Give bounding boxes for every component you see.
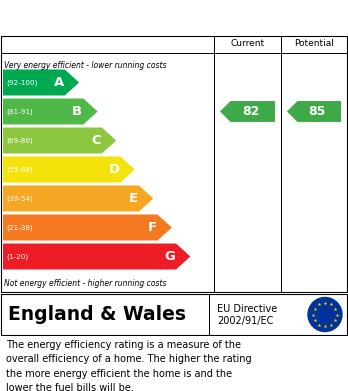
Polygon shape bbox=[3, 215, 172, 240]
Polygon shape bbox=[3, 156, 135, 183]
Text: Current: Current bbox=[230, 39, 264, 48]
Text: (21-38): (21-38) bbox=[6, 224, 33, 231]
Polygon shape bbox=[3, 185, 153, 212]
Polygon shape bbox=[3, 99, 98, 124]
Text: Energy Efficiency Rating: Energy Efficiency Rating bbox=[9, 10, 230, 25]
Text: (81-91): (81-91) bbox=[6, 108, 33, 115]
Text: (39-54): (39-54) bbox=[6, 195, 33, 202]
Text: EU Directive: EU Directive bbox=[217, 304, 277, 314]
Polygon shape bbox=[287, 101, 341, 122]
Text: (55-68): (55-68) bbox=[6, 166, 33, 173]
Text: G: G bbox=[164, 250, 175, 263]
Text: D: D bbox=[108, 163, 119, 176]
Text: England & Wales: England & Wales bbox=[8, 305, 186, 324]
Text: Very energy efficient - lower running costs: Very energy efficient - lower running co… bbox=[4, 61, 166, 70]
Polygon shape bbox=[3, 244, 190, 269]
Text: C: C bbox=[91, 134, 101, 147]
Text: 2002/91/EC: 2002/91/EC bbox=[217, 316, 274, 326]
Text: E: E bbox=[129, 192, 138, 205]
Circle shape bbox=[308, 298, 342, 332]
Text: The energy efficiency rating is a measure of the
overall efficiency of a home. T: The energy efficiency rating is a measur… bbox=[6, 340, 252, 391]
Polygon shape bbox=[220, 101, 275, 122]
Polygon shape bbox=[3, 127, 116, 154]
Text: 82: 82 bbox=[242, 105, 259, 118]
Text: F: F bbox=[147, 221, 157, 234]
Text: (92-100): (92-100) bbox=[6, 79, 37, 86]
Text: A: A bbox=[54, 76, 64, 89]
Text: (69-80): (69-80) bbox=[6, 137, 33, 144]
Text: B: B bbox=[72, 105, 82, 118]
Text: Not energy efficient - higher running costs: Not energy efficient - higher running co… bbox=[4, 279, 166, 288]
Text: 85: 85 bbox=[308, 105, 326, 118]
Polygon shape bbox=[3, 70, 79, 95]
Text: (1-20): (1-20) bbox=[6, 253, 28, 260]
Text: Potential: Potential bbox=[294, 39, 334, 48]
